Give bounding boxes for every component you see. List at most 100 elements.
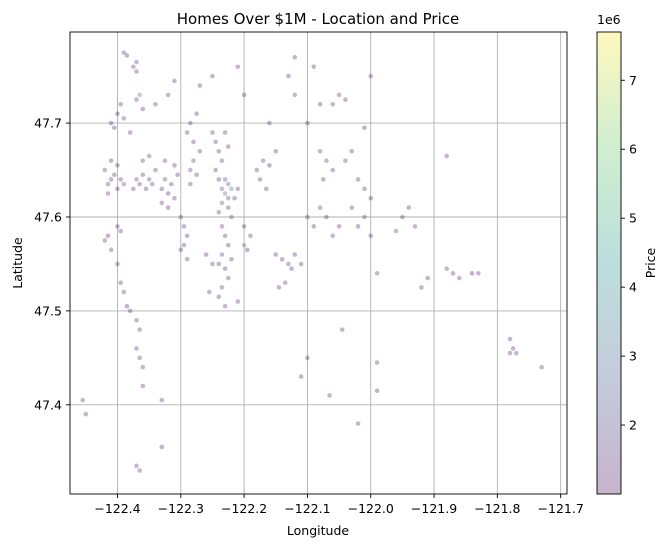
data-point — [305, 355, 310, 361]
data-point — [121, 116, 127, 121]
data-point — [165, 191, 171, 196]
data-point — [162, 158, 168, 163]
data-point — [229, 214, 234, 220]
data-point — [267, 163, 272, 168]
data-point — [225, 275, 231, 281]
data-point — [121, 289, 127, 295]
y-axis-label: Latitude — [10, 237, 25, 289]
data-point — [292, 55, 298, 60]
data-point — [118, 177, 123, 182]
data-point — [362, 214, 367, 220]
data-point — [121, 181, 127, 187]
data-point — [368, 233, 374, 239]
data-point — [175, 172, 180, 178]
data-point — [362, 125, 367, 131]
data-point — [115, 224, 120, 229]
data-point — [241, 242, 247, 248]
data-point — [260, 158, 266, 163]
colorbar-tick-label: 7 — [629, 73, 637, 88]
data-point — [165, 205, 171, 210]
data-point — [159, 444, 165, 450]
data-point — [273, 148, 279, 154]
data-point — [362, 186, 367, 192]
data-point — [276, 285, 282, 290]
data-point — [181, 242, 187, 248]
data-point — [336, 92, 342, 98]
plot-area: −122.4 −122.3 −122.2 −122.1 −122.0 −121.9 −121… — [34, 31, 584, 516]
data-point — [339, 327, 345, 332]
data-point — [108, 247, 114, 253]
data-point — [131, 186, 136, 192]
data-point — [241, 92, 247, 98]
data-point — [222, 266, 228, 271]
data-point — [191, 158, 196, 163]
data-point — [112, 172, 117, 178]
data-point — [232, 195, 237, 201]
data-point — [222, 130, 228, 135]
data-point — [225, 242, 231, 248]
data-point — [412, 224, 418, 229]
x-tick-label: −122.3 — [158, 501, 204, 516]
data-point — [194, 111, 199, 116]
data-point — [330, 102, 336, 107]
data-point — [235, 299, 241, 304]
data-point — [355, 421, 361, 426]
data-point — [343, 158, 348, 163]
data-point — [146, 153, 152, 159]
data-point — [118, 102, 123, 107]
colorbar: 2 3 4 5 6 7 1e6 Price — [596, 12, 658, 495]
data-point — [450, 271, 456, 276]
data-point — [216, 148, 222, 154]
data-point — [153, 167, 158, 173]
data-point — [219, 224, 225, 229]
data-point — [216, 209, 222, 215]
data-point — [419, 285, 424, 290]
data-point — [469, 271, 475, 276]
data-point — [178, 247, 184, 253]
data-point — [368, 195, 374, 201]
data-point — [187, 181, 193, 187]
data-point — [159, 397, 165, 403]
data-point — [349, 205, 355, 210]
data-point — [216, 261, 222, 267]
data-point — [263, 186, 269, 192]
data-point — [134, 97, 139, 102]
data-point — [241, 224, 247, 229]
data-point — [178, 214, 184, 220]
data-point — [159, 186, 165, 192]
data-point — [203, 252, 209, 257]
data-point — [105, 181, 111, 187]
data-point — [219, 158, 225, 163]
data-point — [206, 289, 212, 295]
data-point — [400, 214, 405, 220]
data-point — [457, 275, 462, 281]
data-point — [279, 256, 285, 262]
x-tick-label: −122.0 — [348, 501, 394, 516]
data-point — [298, 261, 304, 267]
data-point — [118, 228, 123, 234]
data-point — [108, 158, 114, 163]
data-point — [210, 261, 215, 267]
data-point — [140, 383, 146, 389]
data-point — [510, 346, 516, 351]
data-point — [216, 294, 222, 300]
data-point — [267, 120, 272, 126]
data-point — [137, 468, 142, 473]
data-point — [273, 252, 279, 257]
data-point — [105, 191, 111, 196]
data-point — [172, 78, 177, 84]
data-point — [134, 177, 139, 182]
data-point — [165, 92, 171, 98]
data-point — [476, 271, 481, 276]
data-point — [222, 233, 228, 239]
data-point — [187, 120, 193, 126]
data-point — [289, 266, 294, 271]
data-point — [146, 177, 152, 182]
data-point — [320, 177, 326, 182]
data-point — [292, 252, 298, 257]
data-point — [317, 148, 323, 154]
data-point — [210, 130, 215, 135]
data-point — [153, 102, 158, 107]
data-point — [197, 83, 203, 88]
data-point — [194, 172, 199, 178]
